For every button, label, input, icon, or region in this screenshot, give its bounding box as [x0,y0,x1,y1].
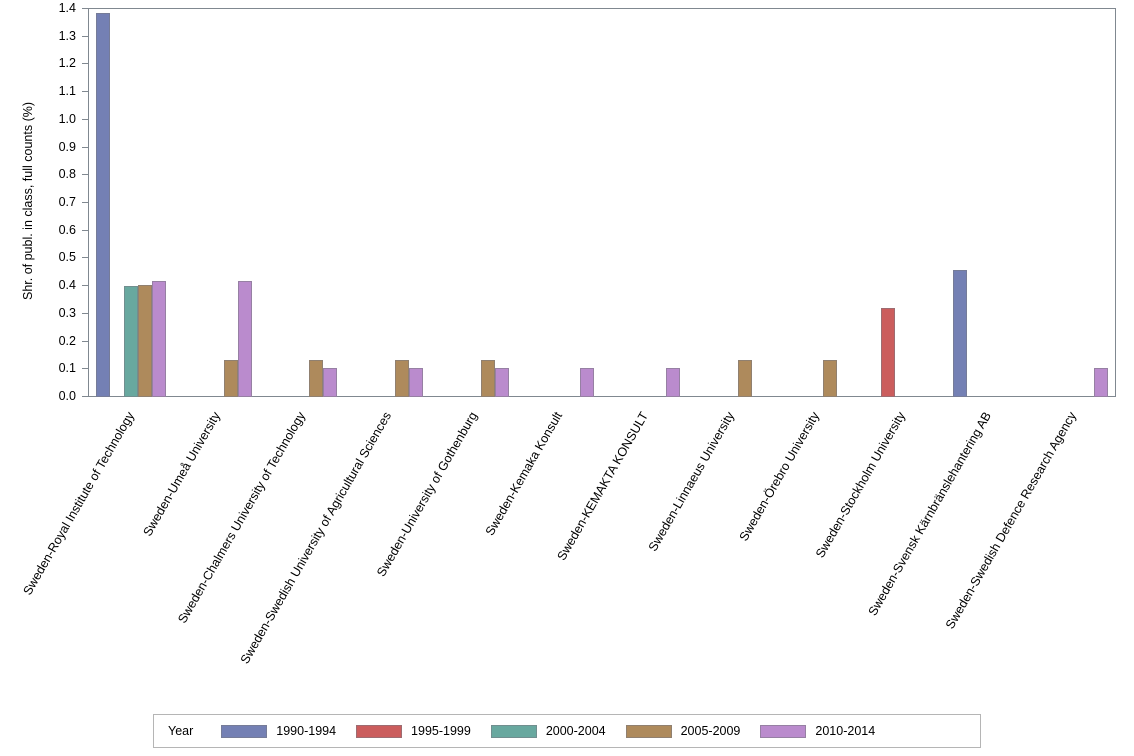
x-axis-label-text: Sweden-Linnaeus University [645,409,737,554]
y-axis-tick-mark [82,35,88,37]
y-axis-tick-mark [82,174,88,176]
x-axis-label-text: Sweden-KEMAKTA KONSULT [554,409,651,563]
bar[interactable] [237,281,252,397]
bar[interactable] [952,269,967,397]
plot-area [88,8,1116,396]
bar[interactable] [309,359,324,397]
x-axis-line [88,396,1116,397]
y-axis-tick-mark [82,285,88,287]
bar[interactable] [408,367,423,397]
bar[interactable] [665,367,680,397]
y-axis-tick-mark [82,146,88,148]
legend-title: Year [168,724,194,738]
y-axis-tick-mark [82,340,88,342]
y-axis-tick-mark [82,396,88,397]
bar[interactable] [151,281,166,397]
y-axis-tick-label: 0.8 [58,167,76,182]
bar[interactable] [394,359,409,397]
x-axis-label-text: Sweden-Kemaka Konsult [482,409,566,539]
y-axis-tick-mark [82,368,88,370]
y-axis-tick-mark [82,8,88,9]
y-axis-tick-mark [82,312,88,314]
legend-item[interactable]: 2005-2009 [625,724,741,738]
y-axis-tick-label: 0.7 [58,195,76,209]
x-axis-label-text: Sweden-Swedish University of Agricultura… [237,409,394,667]
y-axis-tick-label: 0.1 [58,361,76,376]
legend-item[interactable]: 2000-2004 [490,724,606,738]
y-axis-tick-label: 0.6 [58,222,76,237]
bar[interactable] [480,359,495,397]
bar[interactable] [137,284,152,397]
x-axis-label-text: Sweden-Royal Institute of Technology [20,409,137,598]
y-axis-tick-label: 1.2 [58,56,76,71]
bar[interactable] [95,13,110,397]
legend-items: 1990-1994 1995-1999 2000-2004 2005-2009 2010… [201,724,875,738]
y-axis-tick-label: 0.4 [58,278,76,293]
y-axis-tick-mark [82,257,88,259]
legend-label: 2005-2009 [680,724,741,738]
legend-label: 2010-2014 [815,724,876,738]
legend-label: 2000-2004 [545,724,606,738]
legend-swatch [356,724,403,738]
y-axis-tick-label: 1.4 [58,1,76,15]
legend-item[interactable]: 1990-1994 [221,724,336,738]
legend-item[interactable]: 2010-2014 [760,724,875,738]
x-axis-label-text: Sweden-Umeå University [139,409,223,539]
y-axis-tick-label: 0.2 [58,333,76,348]
y-axis-tick-label: 1.0 [58,111,76,126]
bar-series-container [95,13,1109,397]
bar[interactable] [823,359,838,397]
legend-swatch [221,724,268,738]
bar[interactable] [880,308,895,397]
bar[interactable] [737,359,752,397]
bar[interactable] [123,286,138,397]
bar[interactable] [580,367,595,397]
legend-label: 1995-1999 [411,724,471,738]
y-axis-tick-mark [82,229,88,231]
x-axis-label-text: Sweden-Stockholm University [812,409,908,561]
y-axis-tick-label: 0.9 [58,139,76,154]
legend-swatch [490,724,537,738]
legend-swatch [625,724,672,738]
legend-item[interactable]: 1995-1999 [356,724,471,738]
x-axis-label-text: Sweden-University of Gothenburg [373,409,480,579]
bar[interactable] [494,367,509,397]
y-axis-tick-mark [82,63,88,65]
bar[interactable] [223,359,238,397]
y-axis-tick-mark [82,202,88,203]
y-axis-tick-label: 0.5 [58,250,76,265]
y-axis-tick-label: 1.3 [58,28,76,43]
legend-swatch [760,724,807,738]
y-axis-tick-label: 0.3 [58,305,76,320]
y-axis-tick-mark [82,118,88,120]
y-axis-tick-label: 0.0 [58,389,76,403]
bar[interactable] [323,367,338,397]
legend: Year 1990-1994 1995-1999 2000-2004 2005-200… [153,714,981,748]
y-axis-tick-label: 1.1 [58,84,76,99]
x-axis-label-text: Sweden-Örebro University [736,409,823,544]
bar[interactable] [1094,367,1109,397]
y-axis-tick-mark [82,91,88,93]
legend-label: 1990-1994 [276,724,337,738]
